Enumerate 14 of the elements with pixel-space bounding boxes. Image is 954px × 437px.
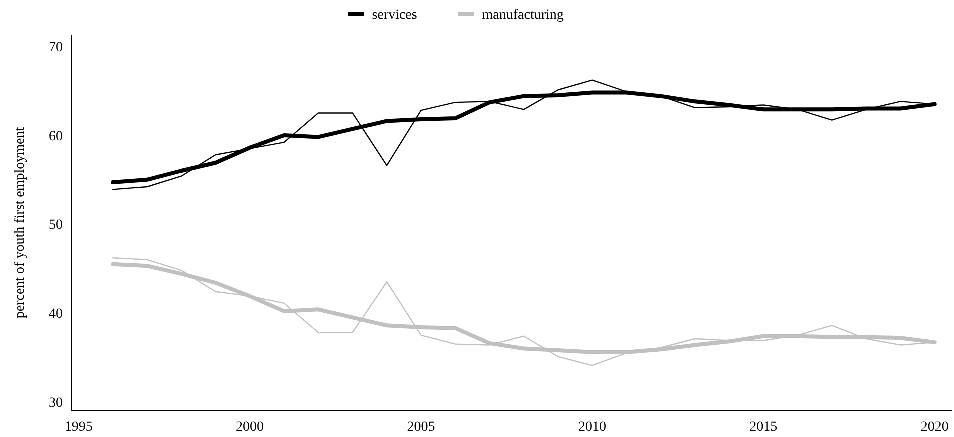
y-tick-label: 40: [49, 307, 63, 322]
x-tick-label: 2020: [920, 420, 949, 435]
legend-label: manufacturing: [482, 8, 564, 23]
legend-label: services: [372, 8, 418, 23]
x-tick-label: 1995: [64, 420, 93, 435]
y-axis-title: percent of youth first employment: [13, 127, 28, 319]
x-tick-label: 2015: [750, 420, 778, 435]
x-tick-label: 2000: [236, 420, 264, 435]
x-tick-label: 2005: [407, 420, 436, 435]
y-tick-label: 60: [49, 129, 63, 144]
x-tick-label: 2010: [578, 420, 606, 435]
y-tick-label: 30: [49, 396, 63, 412]
y-tick-label: 70: [49, 40, 63, 56]
y-tick-label: 50: [49, 218, 63, 234]
